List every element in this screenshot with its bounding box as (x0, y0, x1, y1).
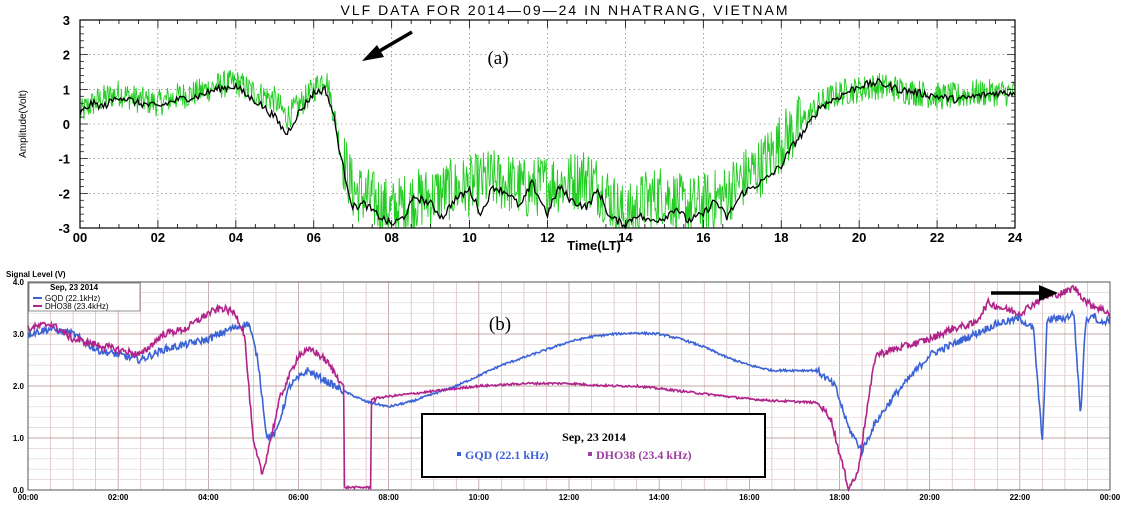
panel-b-ytick-label: 0.0 (13, 486, 25, 495)
small-legend-item-dho: DHO38 (23.4kHz) (45, 302, 109, 311)
panel-a-xtick-label: 06 (307, 230, 321, 245)
panel-a-xlabel: Time(LT) (567, 238, 621, 253)
panel-a: VLF DATA FOR 2014—09—24 IN NHATRANG, VIE… (18, 2, 1023, 253)
panel-a-xtick-label: 04 (229, 230, 244, 245)
panel-a-xtick-label: 02 (151, 230, 165, 245)
panel-a-xtick-label: 10 (462, 230, 476, 245)
panel-b-xtick-label: 22:00 (1010, 493, 1031, 502)
panel-b-ytick-label: 4.0 (13, 278, 25, 287)
panel-b-ytick-label: 2.0 (13, 382, 25, 391)
panel-b-xtick-label: 00:00 (1100, 493, 1121, 502)
panel-a-xtick-label: 08 (384, 230, 398, 245)
panel-a-xtick-label: 20 (852, 230, 866, 245)
panel-b-xtick-label: 10:00 (469, 493, 490, 502)
panel-a-xtick-label: 24 (1008, 230, 1023, 245)
panel-b-xtick-label: 04:00 (198, 493, 219, 502)
legend-box-title: Sep, 23 2014 (562, 430, 626, 444)
panel-a-ytick-label: 2 (63, 48, 70, 63)
panel-a-ytick-label: 3 (63, 13, 70, 28)
legend-box-item-gqd: GQD (22.1 kHz) (465, 448, 549, 462)
panel-b-ytick-label: 1.0 (13, 434, 25, 443)
panel-a-title: VLF DATA FOR 2014—09—24 IN NHATRANG, VIE… (341, 2, 790, 18)
panel-a-xtick-label: 18 (774, 230, 788, 245)
panel-a-xtick-label: 12 (540, 230, 554, 245)
panel-a-label: (a) (487, 48, 508, 69)
panel-b-label: (b) (489, 314, 511, 335)
panel-b-xtick-label: 08:00 (378, 493, 399, 502)
small-legend-item-gqd: GQD (22.1kHz) (45, 294, 100, 303)
panel-b-series (27, 284, 1111, 493)
panel-a-series (79, 69, 1016, 230)
panel-a-ytick-label: 0 (63, 117, 70, 132)
panel-a-ytick-label: -1 (58, 152, 70, 167)
small-legend-title: Sep, 23 2014 (50, 283, 99, 292)
panel-b-xtick-label: 20:00 (919, 493, 940, 502)
panel-b-xtick-label: 18:00 (829, 493, 850, 502)
panel-b-ytick-label: 3.0 (13, 330, 25, 339)
panel-b-series-dho38 (27, 284, 1111, 493)
panel-a-ytick-label: 1 (63, 82, 70, 97)
panel-a-smoothed-series (79, 77, 1016, 230)
panel-b-series-gqd (27, 309, 1111, 458)
panel-a-grid (80, 20, 1015, 228)
panel-a-xtick-label: 00 (73, 230, 87, 245)
panel-b-xtick-label: 02:00 (108, 493, 129, 502)
panel-b-xtick-label: 06:00 (288, 493, 309, 502)
panel-b-arrow (991, 285, 1058, 301)
panel-a-xtick-label: 16 (696, 230, 710, 245)
panel-b-small-legend: Sep, 23 2014 GQD (22.1kHz) DHO38 (23.4kH… (28, 282, 141, 312)
panel-b: Signal Level (V) 0.0 1.0 2.0 3.0 4.0 00:00 02:… (6, 270, 1121, 502)
panel-b-xtick-label: 14:00 (649, 493, 670, 502)
panel-b-ticks: 0.0 1.0 2.0 3.0 4.0 00:00 02:00 04:00 06:00 08:00… (13, 278, 1121, 502)
panel-b-xtick-label: 12:00 (559, 493, 580, 502)
panel-a-ylabel: Amplitude(Volt) (18, 90, 29, 158)
panel-a-xtick-label: 22 (930, 230, 944, 245)
panel-a-ytick-label: -2 (58, 186, 70, 201)
panel-b-xtick-label: 00:00 (18, 493, 39, 502)
panel-a-xtick-label: 14 (618, 230, 633, 245)
panel-a-ytick-label: -3 (58, 221, 70, 236)
panel-a-raw-series (79, 69, 1016, 230)
panel-a-arrow (362, 30, 413, 61)
panel-b-ylabel: Signal Level (V) (6, 270, 66, 279)
legend-box-item-dho: DHO38 (23.4 kHz) (596, 448, 692, 462)
panel-b-frame (27, 281, 1111, 491)
panel-b-legend-box: Sep, 23 2014 GQD (22.1 kHz) DHO38 (23.4 … (421, 413, 766, 478)
panel-b-xtick-label: 16:00 (739, 493, 760, 502)
